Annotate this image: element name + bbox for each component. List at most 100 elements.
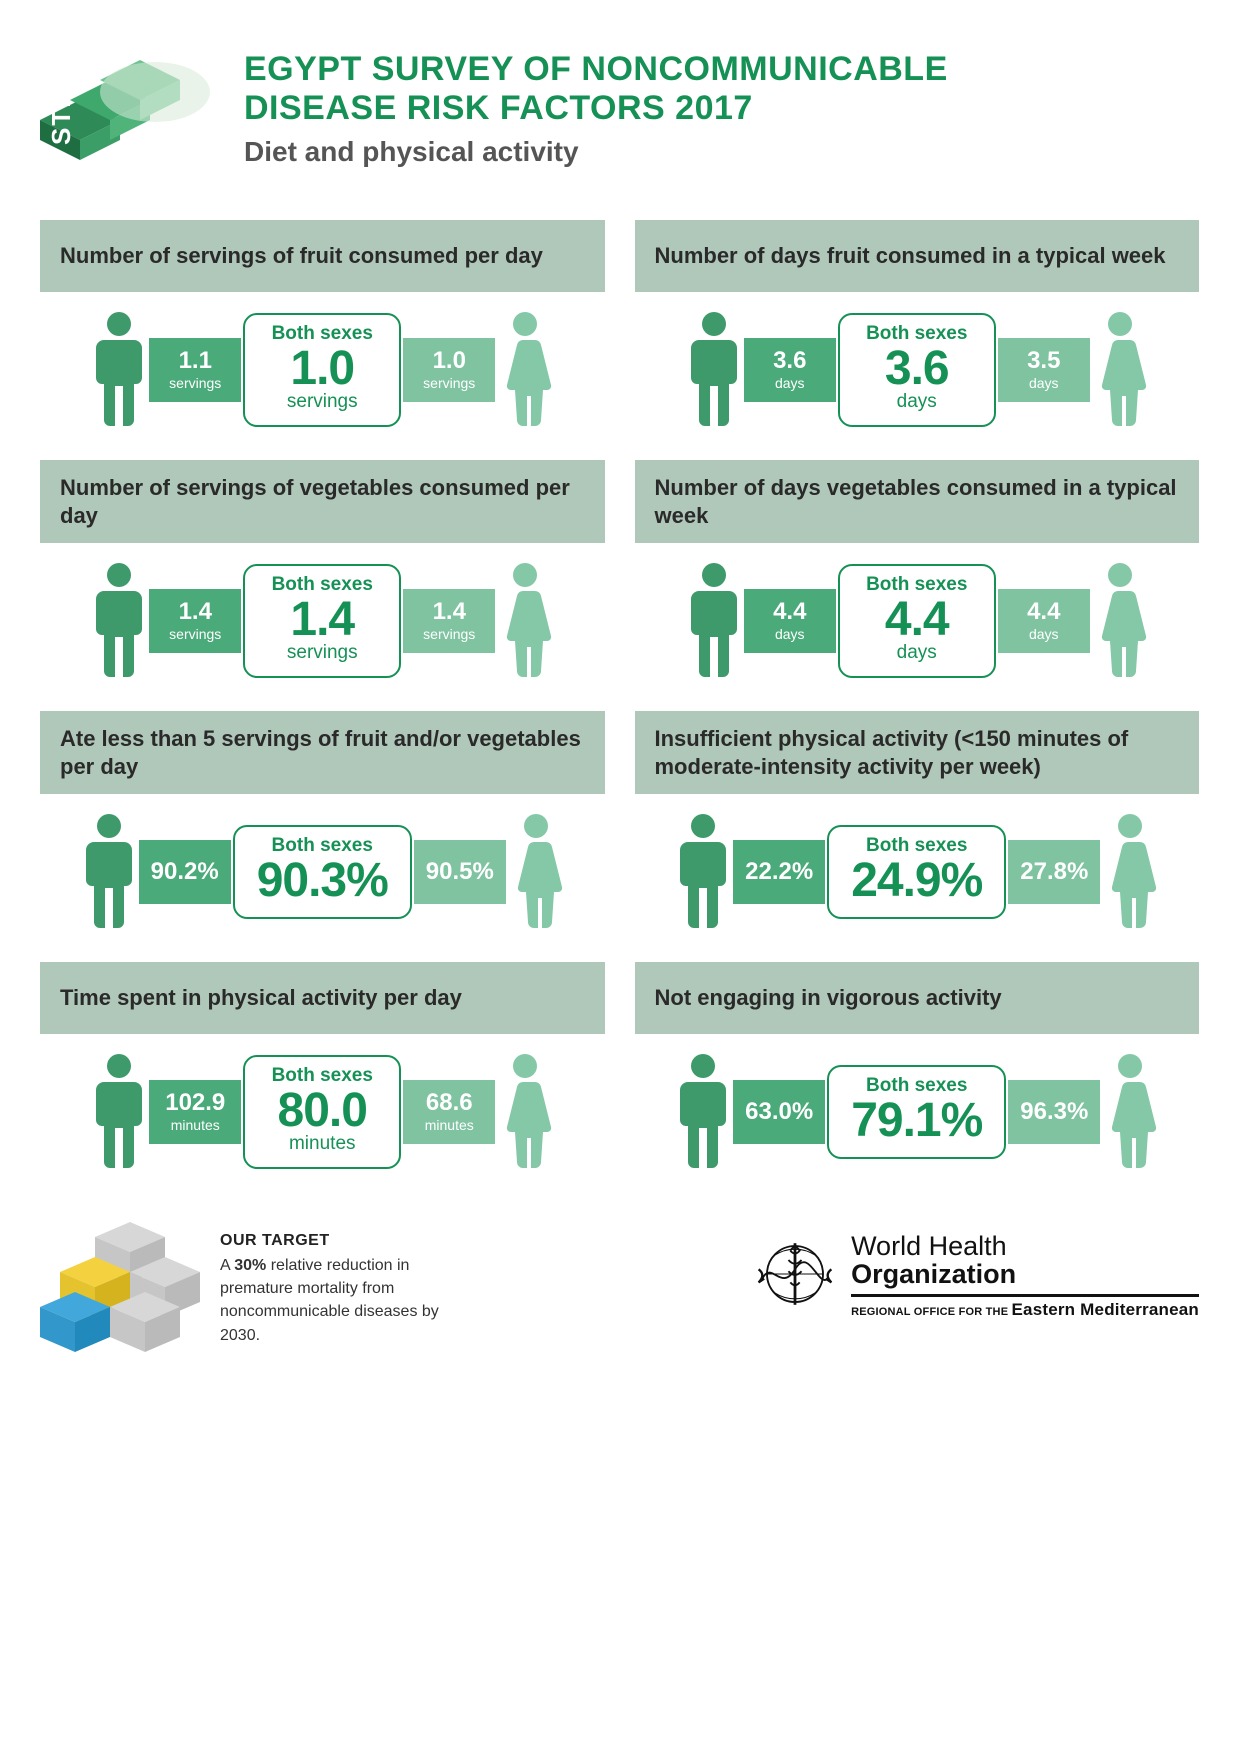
female-bar-value: 3.5: [1027, 349, 1060, 373]
page-title-line2: DISEASE RISK FACTORS 2017: [244, 89, 1199, 128]
panel-body: 22.2% Both sexes24.9%27.8%: [635, 794, 1200, 942]
male-bar-unit: servings: [169, 375, 221, 391]
male-bar-unit: minutes: [171, 1117, 220, 1133]
female-bar: 90.5%: [414, 840, 506, 904]
male-bar-value: 22.2%: [745, 860, 813, 884]
panel-body: 3.6 days Both sexes3.6days 3.5 days: [635, 292, 1200, 440]
female-bar-unit: minutes: [425, 1117, 474, 1133]
page-subtitle: Diet and physical activity: [244, 136, 1199, 168]
male-bar-value: 3.6: [773, 349, 806, 373]
panel: Insufficient physical activity (<150 min…: [635, 711, 1200, 942]
male-bar: 1.1servings: [149, 338, 241, 402]
both-value: 4.4: [885, 596, 949, 644]
panel-body: 102.9minutesBoth sexes80.0minutes68.6min…: [40, 1034, 605, 1182]
female-bar-unit: days: [1029, 626, 1059, 642]
panel-title: Not engaging in vigorous activity: [635, 962, 1200, 1034]
both-sexes-box: Both sexes80.0minutes: [243, 1055, 401, 1169]
panels-grid: Number of servings of fruit consumed per…: [40, 220, 1199, 1182]
both-sexes-box: Both sexes1.0servings: [243, 313, 401, 427]
both-sexes-box: Both sexes24.9%: [827, 825, 1006, 919]
male-bar: 3.6 days: [744, 338, 836, 402]
male-bar-unit: days: [775, 626, 805, 642]
male-bar: 1.4 servings: [149, 589, 241, 653]
both-unit: minutes: [289, 1133, 356, 1155]
panel-title: Ate less than 5 servings of fruit and/or…: [40, 711, 605, 794]
both-value: 1.0: [290, 345, 354, 393]
male-icon: [89, 561, 149, 681]
who-divider: [851, 1294, 1199, 1297]
female-bar-unit: servings: [423, 375, 475, 391]
both-unit: days: [897, 642, 937, 664]
female-bar: 1.4 servings: [403, 589, 495, 653]
who-logo-block: World Health Organization REGIONAL OFFIC…: [753, 1232, 1199, 1321]
steps-logo-text: STEPS: [46, 50, 76, 145]
both-sexes-box: Both sexes4.4days: [838, 564, 996, 678]
female-bar-value: 1.4: [433, 600, 466, 624]
male-icon: [684, 561, 744, 681]
male-bar-value: 63.0%: [745, 1100, 813, 1124]
both-value: 3.6: [885, 345, 949, 393]
both-value: 79.1%: [851, 1097, 982, 1145]
both-sexes-box: Both sexes90.3%: [233, 825, 412, 919]
male-bar-value: 4.4: [773, 600, 806, 624]
both-value: 90.3%: [257, 857, 388, 905]
female-bar: 27.8%: [1008, 840, 1100, 904]
panel-title: Number of days vegetables consumed in a …: [635, 460, 1200, 543]
female-bar: 68.6 minutes: [403, 1080, 495, 1144]
female-bar-value: 1.0: [433, 349, 466, 373]
female-bar-unit: days: [1029, 375, 1059, 391]
panel-title: Time spent in physical activity per day: [40, 962, 605, 1034]
who-name-line1: World Health: [851, 1233, 1199, 1260]
male-bar-unit: days: [775, 375, 805, 391]
panel-body: 63.0%Both sexes79.1%96.3%: [635, 1034, 1200, 1182]
target-text-bold: 30%: [234, 1257, 266, 1274]
both-value: 80.0: [278, 1087, 367, 1135]
female-bar-value: 4.4: [1027, 600, 1060, 624]
male-bar-value: 102.9: [165, 1091, 225, 1115]
female-icon: [1090, 310, 1150, 430]
male-bar: 4.4 days: [744, 589, 836, 653]
panel-body: 1.1servingsBoth sexes1.0servings1.0servi…: [40, 292, 605, 440]
panel: Number of days fruit consumed in a typic…: [635, 220, 1200, 440]
female-bar-value: 90.5%: [426, 860, 494, 884]
panel-title: Insufficient physical activity (<150 min…: [635, 711, 1200, 794]
panel: Number of servings of vegetables consume…: [40, 460, 605, 691]
panel-body: 4.4daysBoth sexes4.4days4.4days: [635, 543, 1200, 691]
male-icon: [79, 812, 139, 932]
panel-body: 90.2% Both sexes90.3% 90.5%: [40, 794, 605, 942]
male-icon: [89, 1052, 149, 1172]
male-icon: [673, 812, 733, 932]
panel-body: 1.4servingsBoth sexes1.4servings1.4servi…: [40, 543, 605, 691]
female-bar: 4.4 days: [998, 589, 1090, 653]
male-bar: 102.9 minutes: [149, 1080, 241, 1144]
cubes-icon: [40, 1222, 200, 1362]
both-sexes-box: Both sexes3.6days: [838, 313, 996, 427]
panel-title: Number of days fruit consumed in a typic…: [635, 220, 1200, 292]
male-bar-value: 90.2%: [151, 860, 219, 884]
both-sexes-box: Both sexes1.4servings: [243, 564, 401, 678]
female-icon: [495, 310, 555, 430]
male-bar-unit: servings: [169, 626, 221, 642]
panel: Time spent in physical activity per day 1…: [40, 962, 605, 1182]
male-bar: 63.0%: [733, 1080, 825, 1144]
who-emblem-icon: [753, 1232, 837, 1321]
both-value: 1.4: [290, 596, 354, 644]
male-bar: 22.2%: [733, 840, 825, 904]
male-bar: 90.2%: [139, 840, 231, 904]
female-bar-unit: servings: [423, 626, 475, 642]
female-icon: [1090, 561, 1150, 681]
female-icon: [1100, 812, 1160, 932]
female-bar-value: 68.6: [426, 1091, 473, 1115]
who-name-line2: Organization: [851, 1260, 1199, 1290]
target-text-pre: A: [220, 1257, 234, 1274]
male-icon: [673, 1052, 733, 1172]
male-bar-value: 1.4: [179, 600, 212, 624]
female-icon: [495, 1052, 555, 1172]
female-icon: [495, 561, 555, 681]
male-icon: [89, 310, 149, 430]
female-bar: 96.3%: [1008, 1080, 1100, 1144]
both-unit: servings: [287, 642, 358, 664]
female-icon: [1100, 1052, 1160, 1172]
page-footer: OUR TARGET A 30% relative reduction in p…: [40, 1222, 1199, 1362]
female-bar-value: 96.3%: [1020, 1100, 1088, 1124]
